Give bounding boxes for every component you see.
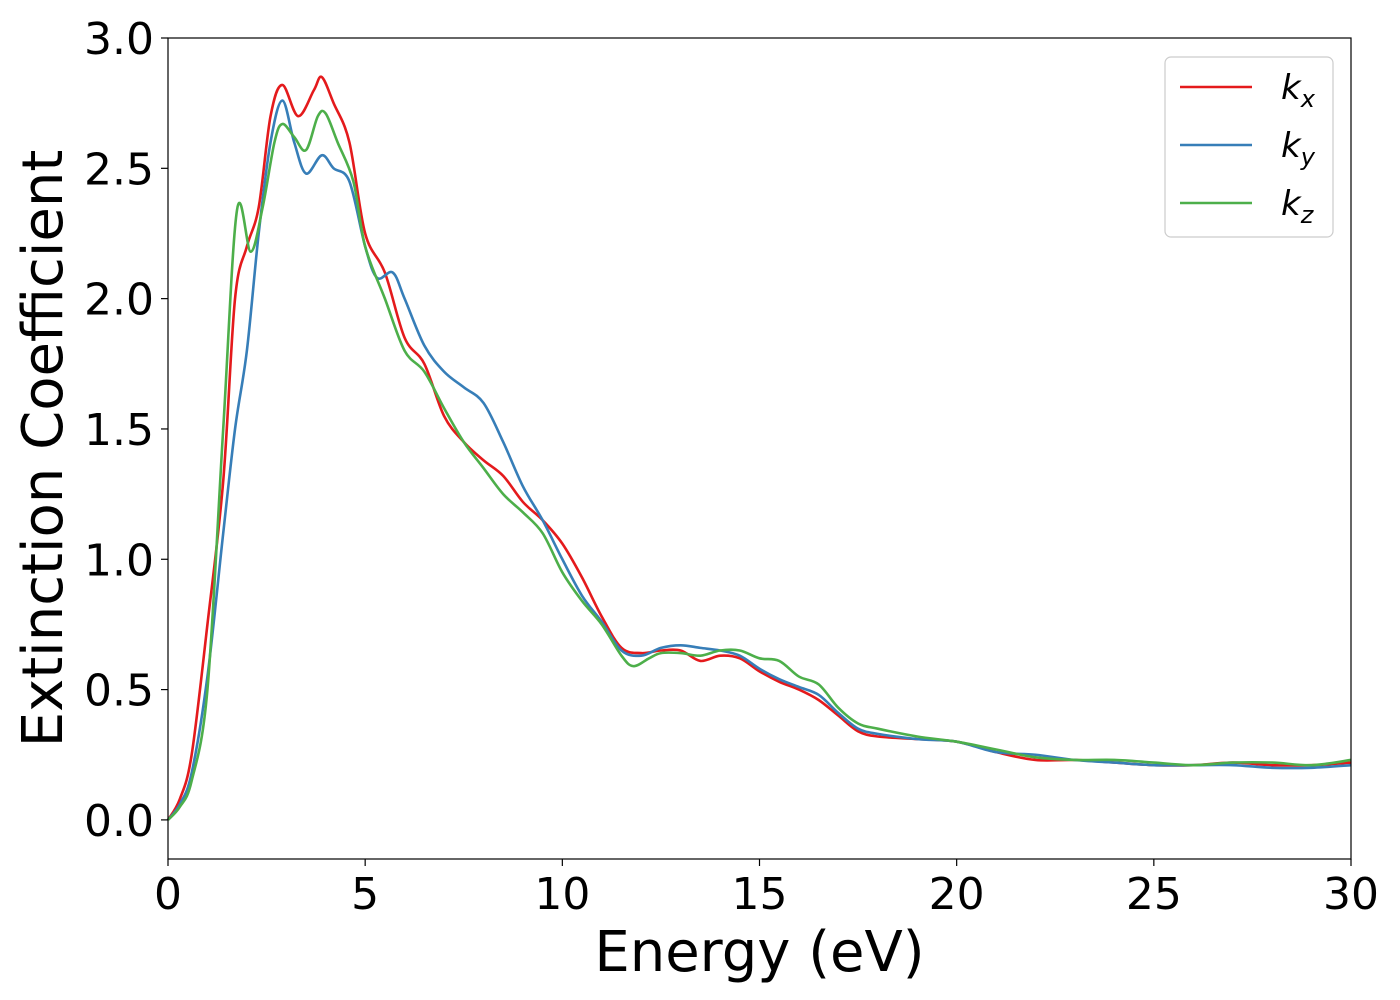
y-tick-label: 1.0 (84, 535, 154, 586)
y-tick-label: 2.5 (84, 144, 154, 195)
x-axis-label: Energy (eV) (594, 920, 924, 985)
series-line-ky (166, 99, 1352, 821)
y-tick-label: 0.5 (84, 666, 154, 717)
series-layer (166, 75, 1352, 821)
ticks-layer: 0 5 10 15 20 25 30 0.0 0.5 1.0 1.5 2.0 2.5 3.0 (84, 14, 1379, 920)
legend-label-kz: kz (1281, 184, 1315, 229)
series-line-kz (167, 109, 1352, 821)
y-tick-label: 3.0 (84, 14, 154, 65)
legend-label-kx: kx (1281, 68, 1316, 113)
x-tick-label: 10 (534, 869, 590, 920)
y-tick-label: 1.5 (84, 405, 154, 456)
x-tick-label: 20 (929, 869, 985, 920)
y-tick-label: 0.0 (84, 796, 154, 847)
y-axis-label: Extinction Coefficient (11, 150, 76, 748)
legend-label-ky: ky (1281, 126, 1316, 171)
legend: kx ky kz (1164, 56, 1334, 238)
x-tick-label: 0 (154, 869, 182, 920)
x-tick-label: 5 (351, 869, 379, 920)
x-tick-label: 30 (1323, 869, 1379, 920)
x-tick-label: 25 (1126, 869, 1182, 920)
x-tick-label: 15 (732, 869, 788, 920)
y-tick-label: 2.0 (84, 275, 154, 326)
legend-box (1164, 56, 1334, 238)
